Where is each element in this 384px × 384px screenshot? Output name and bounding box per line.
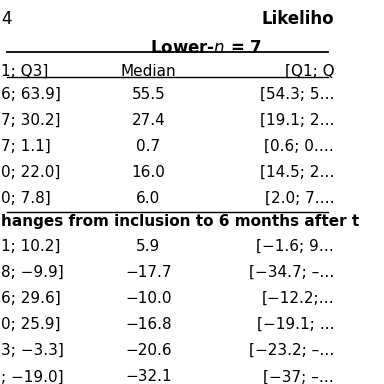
Text: [14.5; 2…: [14.5; 2… bbox=[260, 165, 334, 180]
Text: [0.6; 0.…: [0.6; 0.… bbox=[265, 139, 334, 154]
Text: 5.9: 5.9 bbox=[136, 239, 161, 254]
Text: 27.4: 27.4 bbox=[131, 113, 165, 128]
Text: [−23.2; –…: [−23.2; –… bbox=[249, 343, 334, 358]
Text: 0; 25.9]: 0; 25.9] bbox=[1, 317, 60, 332]
Text: 3; −3.3]: 3; −3.3] bbox=[1, 343, 64, 358]
Text: Median: Median bbox=[121, 64, 176, 79]
Text: hanges from inclusion to 6 months after t: hanges from inclusion to 6 months after … bbox=[1, 214, 359, 229]
Text: −16.8: −16.8 bbox=[125, 317, 172, 332]
Text: 0.7: 0.7 bbox=[136, 139, 161, 154]
Text: 7; 1.1]: 7; 1.1] bbox=[1, 139, 51, 154]
Text: 6; 63.9]: 6; 63.9] bbox=[1, 86, 61, 102]
Text: 16.0: 16.0 bbox=[131, 165, 166, 180]
Text: Likeliho: Likeliho bbox=[262, 10, 334, 28]
Text: −10.0: −10.0 bbox=[125, 291, 172, 306]
Text: [Q1; Q: [Q1; Q bbox=[285, 64, 334, 79]
Text: −20.6: −20.6 bbox=[125, 343, 172, 358]
Text: Lower-$\mathit{n}$ = 7: Lower-$\mathit{n}$ = 7 bbox=[150, 39, 262, 57]
Text: [−1.6; 9…: [−1.6; 9… bbox=[257, 239, 334, 254]
Text: −32.1: −32.1 bbox=[125, 369, 172, 384]
Text: 7; 30.2]: 7; 30.2] bbox=[1, 113, 60, 128]
Text: 1; Q3]: 1; Q3] bbox=[1, 64, 48, 79]
Text: 55.5: 55.5 bbox=[131, 86, 165, 102]
Text: 8; −9.9]: 8; −9.9] bbox=[1, 265, 64, 280]
Text: [54.3; 5…: [54.3; 5… bbox=[260, 86, 334, 102]
Text: [−34.7; –…: [−34.7; –… bbox=[249, 265, 334, 280]
Text: [2.0; 7.…: [2.0; 7.… bbox=[265, 191, 334, 206]
Text: [−37; –…: [−37; –… bbox=[263, 369, 334, 384]
Text: [−19.1; …: [−19.1; … bbox=[257, 317, 334, 332]
Text: −17.7: −17.7 bbox=[125, 265, 172, 280]
Text: 6.0: 6.0 bbox=[136, 191, 161, 206]
Text: 0; 7.8]: 0; 7.8] bbox=[1, 191, 51, 206]
Text: 6; 29.6]: 6; 29.6] bbox=[1, 291, 61, 306]
Text: 0; 22.0]: 0; 22.0] bbox=[1, 165, 60, 180]
Text: [19.1; 2…: [19.1; 2… bbox=[260, 113, 334, 128]
Text: 4: 4 bbox=[1, 10, 12, 28]
Text: ; −19.0]: ; −19.0] bbox=[1, 369, 64, 384]
Text: 1; 10.2]: 1; 10.2] bbox=[1, 239, 60, 254]
Text: [−12.2;…: [−12.2;… bbox=[262, 291, 334, 306]
